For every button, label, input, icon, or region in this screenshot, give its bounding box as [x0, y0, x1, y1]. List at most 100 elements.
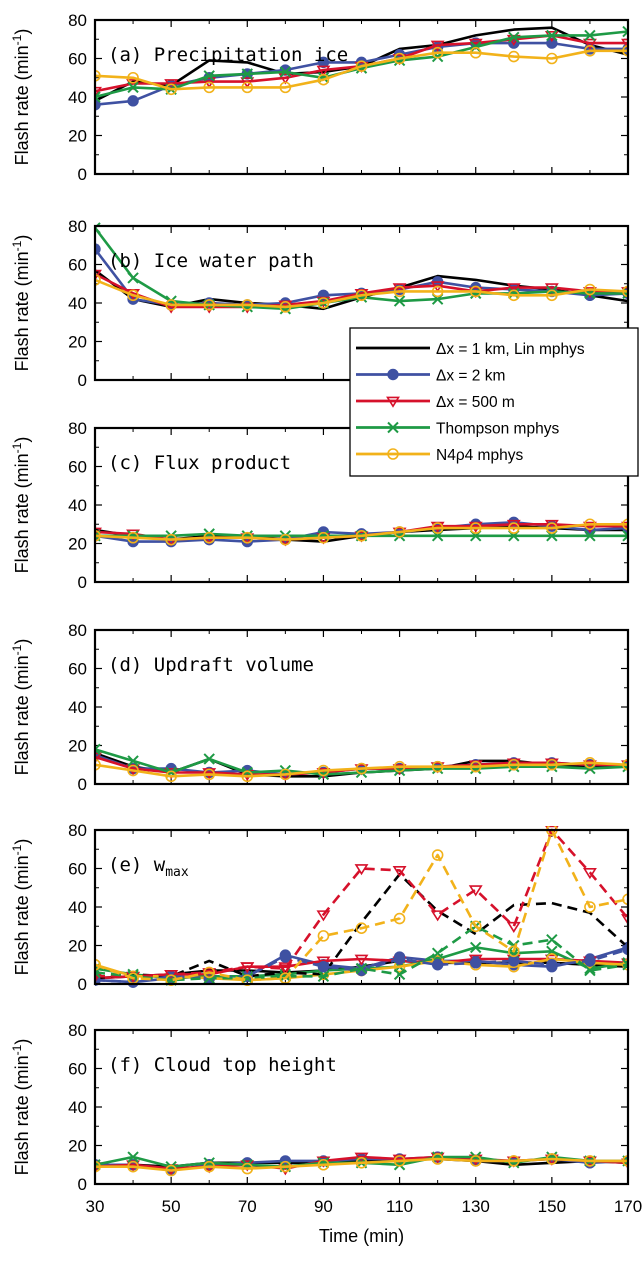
data-point: [621, 914, 628, 926]
legend-label: N4ρ4 mphys: [436, 447, 523, 464]
data-point: [393, 760, 406, 773]
data-point: [127, 95, 139, 107]
legend-label: Δx = 1 km, Lin mphys: [436, 341, 585, 358]
series-line: [95, 523, 628, 541]
data-point: [431, 959, 444, 971]
data-point: [392, 866, 407, 878]
y-tick-label: 0: [78, 1175, 87, 1194]
data-point: [393, 526, 406, 538]
data-point: [165, 83, 177, 96]
y-tick-label: 40: [68, 496, 87, 515]
data-point: [584, 283, 596, 296]
data-point: [279, 301, 292, 313]
data-point: [431, 285, 444, 298]
data-point: [622, 25, 628, 38]
data-point: [393, 285, 406, 298]
data-point: [241, 531, 254, 544]
data-point: [508, 955, 520, 967]
y-tick-label: 0: [78, 573, 87, 592]
data-point: [316, 65, 331, 77]
y-tick-label: 0: [78, 975, 87, 994]
data-point: [622, 285, 628, 298]
data-point: [507, 289, 520, 302]
data-point: [164, 768, 179, 780]
data-point: [354, 954, 369, 966]
data-point: [355, 529, 368, 542]
y-axis-title: Flash rate (min-1): [10, 29, 32, 166]
data-point: [95, 971, 102, 984]
data-point: [241, 972, 253, 984]
data-point: [165, 770, 177, 783]
panel-title: (b) Ice water path: [108, 250, 314, 272]
series-thompson: [95, 743, 628, 781]
y-tick-label: 80: [68, 621, 87, 640]
x-tick-label: 150: [538, 1197, 566, 1216]
data-point: [546, 52, 558, 65]
data-point: [355, 1157, 368, 1169]
y-tick-label: 60: [68, 458, 87, 477]
data-point: [582, 867, 597, 880]
data-point: [241, 1162, 254, 1175]
data-point: [203, 1160, 216, 1173]
data-point: [469, 760, 482, 773]
series-line: [95, 828, 628, 982]
data-point: [355, 289, 368, 302]
data-point: [584, 901, 596, 913]
series-line: [95, 873, 628, 980]
plot-area: [95, 1151, 628, 1177]
panel-title: (f) Cloud top height: [108, 1054, 337, 1076]
data-point: [355, 922, 368, 934]
x-tick-label: 30: [86, 1197, 105, 1216]
y-tick-label: 60: [68, 256, 87, 275]
data-point: [278, 73, 293, 85]
x-tick-label: 130: [462, 1197, 490, 1216]
data-point: [584, 757, 596, 769]
series-line: [95, 1157, 628, 1172]
panel-title: (d) Updraft volume: [108, 654, 314, 676]
data-point: [387, 368, 399, 381]
data-point: [506, 921, 521, 933]
data-point: [621, 521, 628, 533]
data-point: [95, 752, 102, 764]
data-point: [241, 770, 254, 783]
legend-label: Δx = 2 km: [436, 368, 505, 385]
data-point: [355, 962, 368, 975]
series-lin1km-dashed: [95, 873, 628, 980]
data-point: [127, 755, 139, 767]
data-point: [622, 530, 628, 542]
legend-entry-lin1km: Δx = 1 km, Lin mphys: [356, 341, 585, 358]
y-tick-label: 40: [68, 1098, 87, 1117]
data-point: [203, 70, 215, 82]
data-point: [430, 910, 445, 922]
data-point: [95, 70, 101, 82]
legend-entry-thompson: Thompson mphys: [356, 421, 559, 438]
data-point: [431, 947, 444, 959]
x-tick-label: 50: [162, 1197, 181, 1216]
legend-label: Thompson mphys: [436, 421, 559, 438]
data-point: [95, 274, 101, 286]
y-tick-label: 20: [68, 737, 87, 756]
data-point: [430, 40, 445, 52]
legend-entry-dx500m: Δx = 500 m: [356, 394, 515, 411]
data-point: [507, 522, 520, 534]
data-point: [431, 1153, 444, 1165]
legend-label: Δx = 500 m: [436, 394, 515, 411]
data-point: [546, 959, 558, 971]
y-tick-label: 20: [68, 937, 87, 956]
series-n4p4: [95, 1153, 628, 1177]
data-point: [584, 530, 596, 542]
data-point: [127, 764, 139, 777]
y-axis-title: Flash rate (min-1): [10, 639, 32, 776]
panel-title: (c) Flux product: [108, 452, 291, 474]
data-point: [241, 974, 254, 986]
data-point: [469, 522, 482, 534]
data-point: [203, 753, 215, 765]
data-point: [203, 531, 216, 544]
panel-d: 0 20 40 60 80 (d) Updraft volume Flash rate (m…: [10, 621, 630, 794]
data-point: [387, 421, 399, 434]
data-point: [127, 81, 139, 94]
panel-c: 0 20 40 60 80 (c) Flux product Flash rate (min…: [10, 419, 630, 592]
series-line: [95, 278, 628, 309]
data-point: [387, 448, 399, 460]
